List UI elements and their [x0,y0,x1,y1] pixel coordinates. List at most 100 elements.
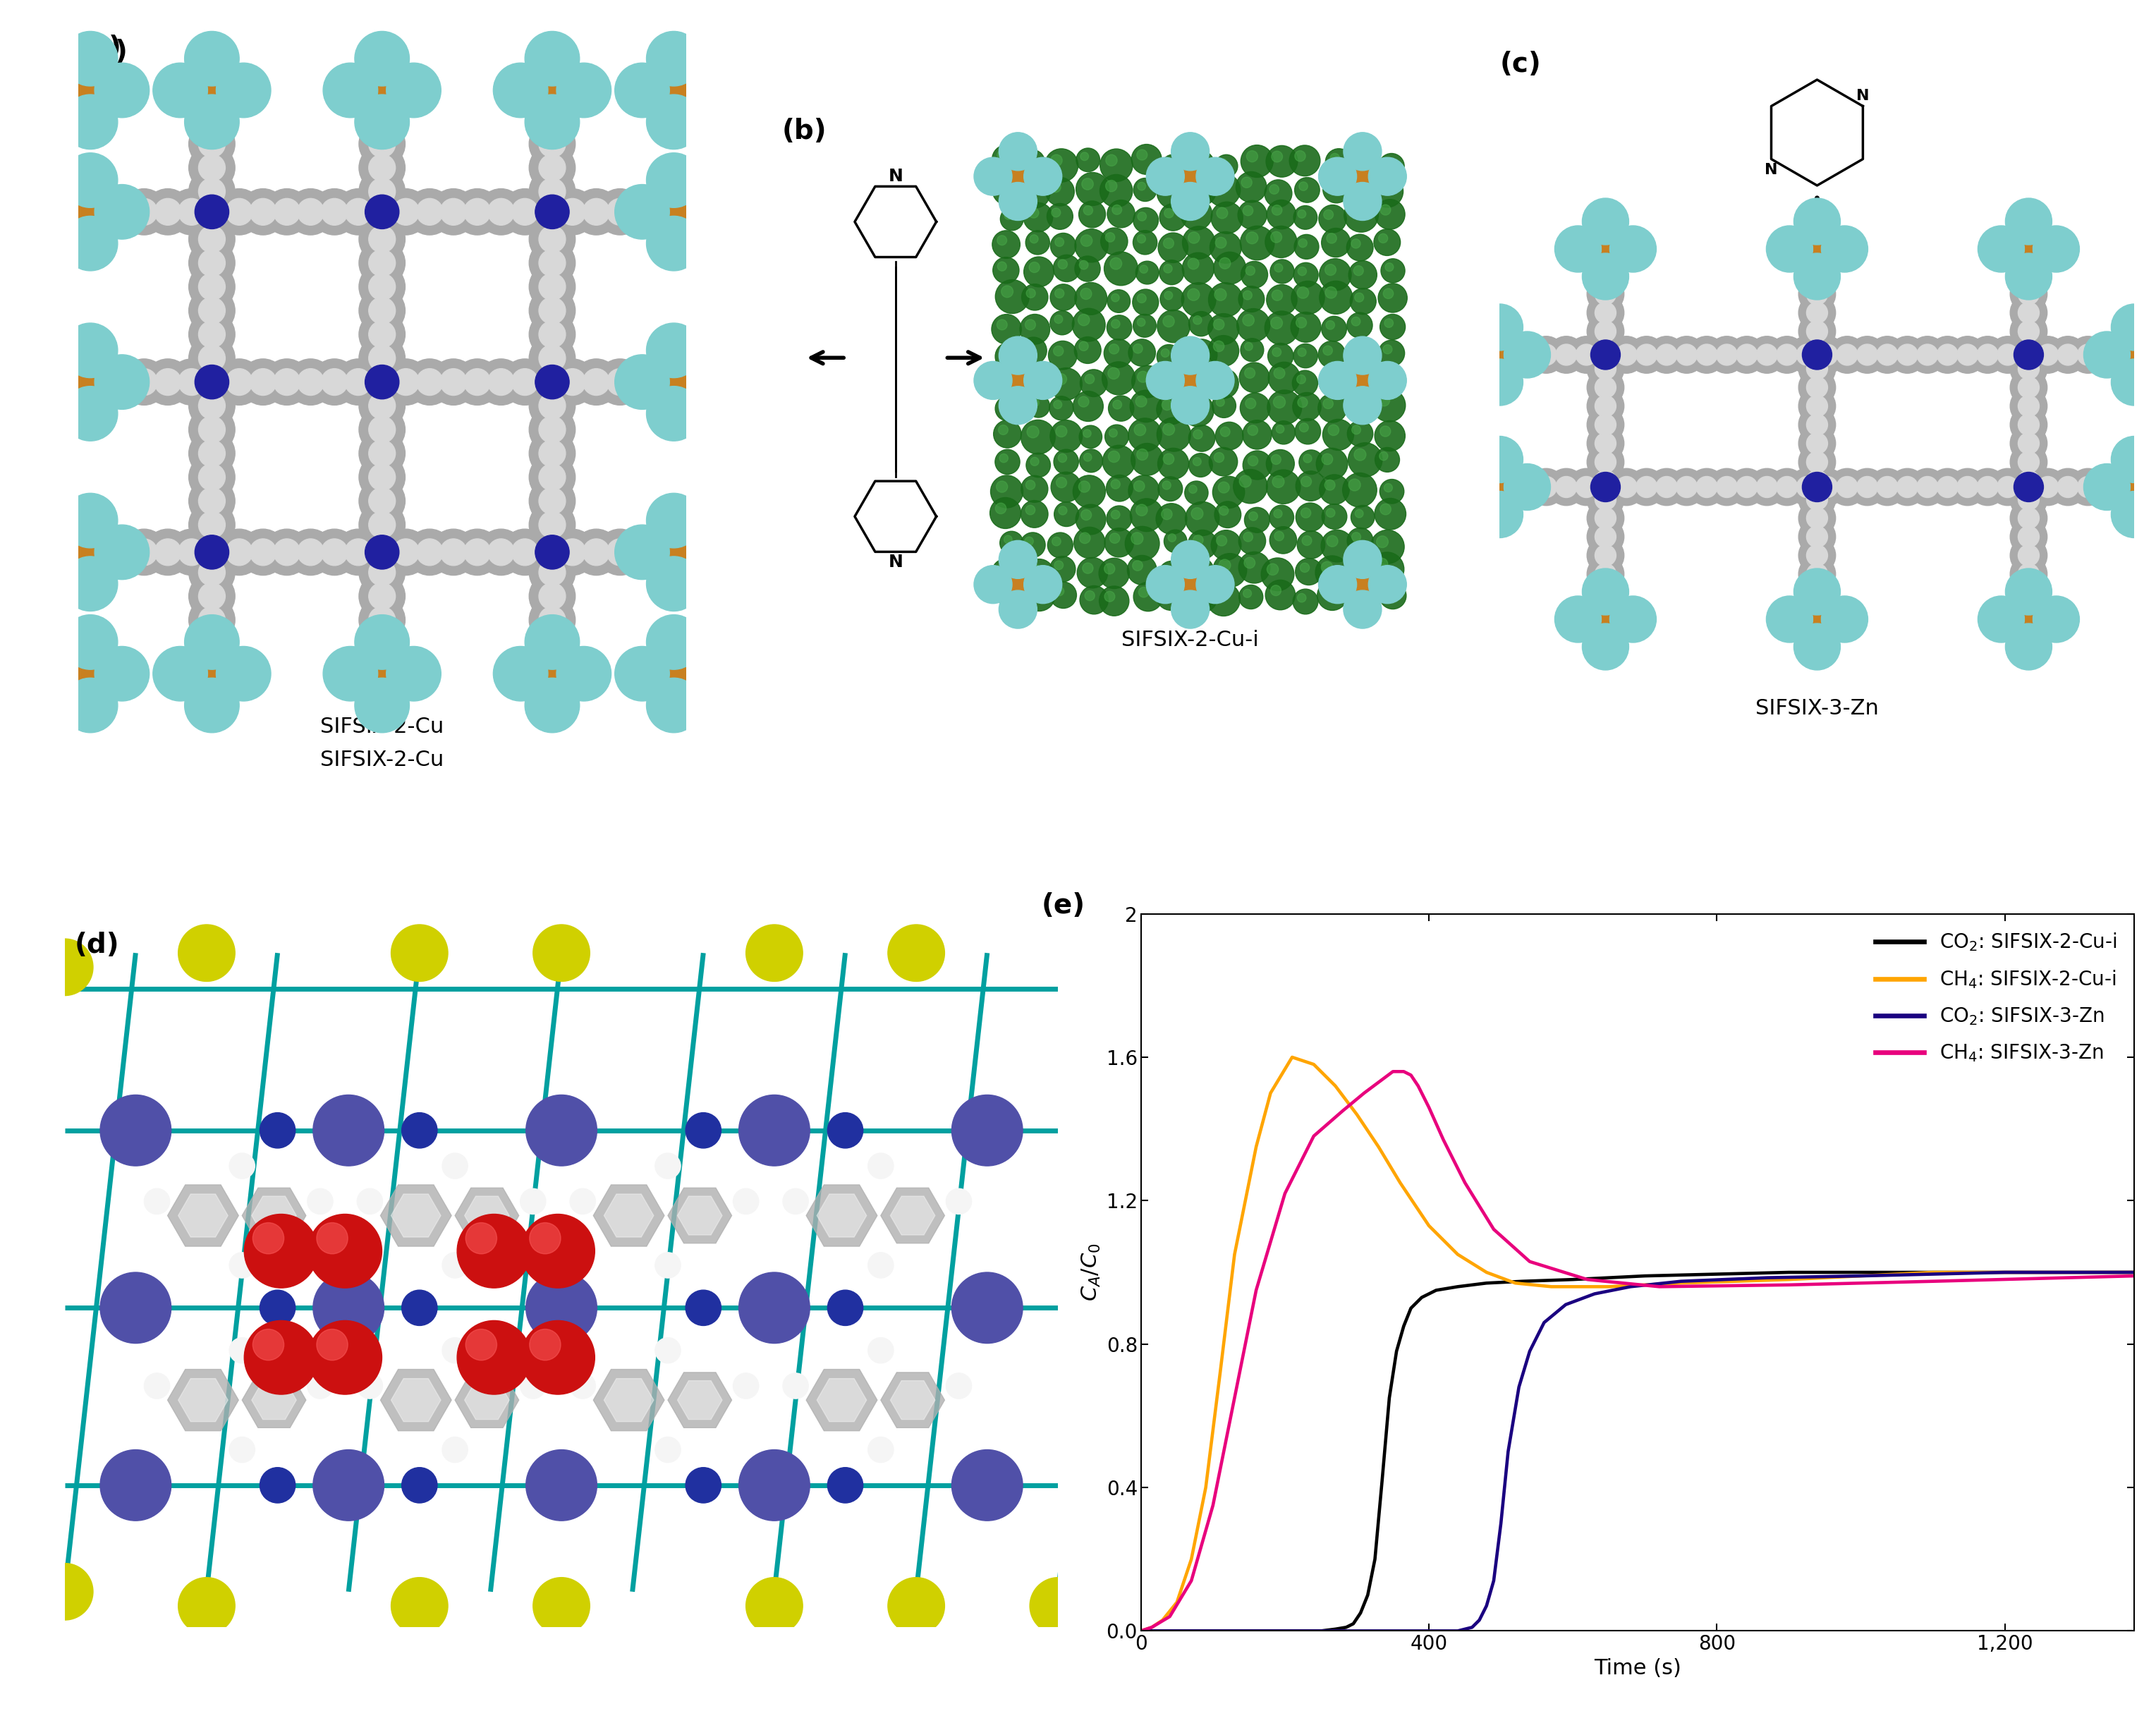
Circle shape [869,1338,893,1364]
Circle shape [970,1291,1005,1326]
Circle shape [198,179,224,205]
Circle shape [1048,533,1074,559]
Circle shape [526,359,571,404]
Circle shape [2018,451,2040,472]
CO$_2$: SIFSIX-3-Zn: (590, 0.91): SIFSIX-3-Zn: (590, 0.91) [1552,1294,1578,1315]
Circle shape [992,314,1022,344]
Circle shape [464,540,492,566]
Circle shape [401,1468,438,1503]
Circle shape [556,647,610,701]
Circle shape [464,368,492,396]
Circle shape [1181,283,1216,318]
Circle shape [2009,444,2048,481]
Circle shape [539,607,565,633]
Circle shape [558,540,586,566]
Circle shape [1587,536,1623,574]
Circle shape [1108,344,1119,354]
Circle shape [990,498,1022,529]
Circle shape [614,354,671,409]
Circle shape [1216,208,1227,219]
Circle shape [185,614,239,670]
Circle shape [308,1188,332,1214]
Circle shape [487,368,515,396]
Circle shape [655,1437,681,1463]
Circle shape [1369,552,1404,586]
Circle shape [1369,361,1406,399]
Circle shape [2098,477,2119,498]
Circle shape [71,194,108,231]
Circle shape [1132,144,1162,175]
Circle shape [1809,468,1846,505]
Circle shape [1276,425,1285,434]
Circle shape [1160,371,1188,397]
Circle shape [539,368,565,396]
Circle shape [630,198,658,226]
Circle shape [1022,368,1054,399]
CO$_2$: SIFSIX-3-Zn: (490, 0.14): SIFSIX-3-Zn: (490, 0.14) [1481,1570,1507,1591]
Circle shape [1294,206,1317,229]
Circle shape [369,368,395,396]
Circle shape [1000,347,1011,357]
Circle shape [1054,288,1065,298]
Text: N: N [1856,88,1869,102]
Circle shape [1477,435,1522,482]
Circle shape [2018,489,2040,510]
Circle shape [1328,425,1339,435]
Circle shape [84,540,110,566]
Circle shape [1024,536,1033,545]
Circle shape [1807,340,1828,361]
CO$_2$: SIFSIX-3-Zn: (680, 0.96): SIFSIX-3-Zn: (680, 0.96) [1617,1277,1643,1298]
Circle shape [1186,363,1216,394]
CH$_4$: SIFSIX-3-Zn: (280, 1.45): SIFSIX-3-Zn: (280, 1.45) [1330,1100,1356,1121]
Circle shape [1595,265,1617,286]
Circle shape [1917,344,1938,366]
Circle shape [573,529,619,576]
Circle shape [1164,238,1173,248]
Circle shape [1072,309,1106,342]
Circle shape [1378,394,1391,406]
Circle shape [1380,479,1404,503]
Circle shape [1848,337,1886,373]
Circle shape [2089,337,2126,373]
Circle shape [1736,344,1757,366]
CO$_2$: SIFSIX-2-Cu-i: (700, 0.99): SIFSIX-2-Cu-i: (700, 0.99) [1632,1265,1658,1286]
CO$_2$: SIFSIX-3-Zn: (460, 0.01): SIFSIX-3-Zn: (460, 0.01) [1460,1617,1485,1638]
Circle shape [308,1214,382,1287]
Circle shape [1768,337,1805,373]
Circle shape [2009,462,2048,500]
Circle shape [1192,458,1201,465]
CO$_2$: SIFSIX-3-Zn: (450, 0.005): SIFSIX-3-Zn: (450, 0.005) [1451,1619,1477,1640]
Circle shape [487,198,515,226]
Circle shape [1716,344,1738,366]
Circle shape [539,274,565,300]
Circle shape [550,359,595,404]
Circle shape [168,359,216,404]
Circle shape [1020,314,1050,344]
Circle shape [1238,309,1270,342]
Circle shape [1188,425,1216,451]
Circle shape [1505,463,1550,510]
Circle shape [526,1272,597,1343]
Circle shape [1104,592,1115,602]
Circle shape [1240,475,1250,488]
Circle shape [1595,508,1617,529]
Circle shape [1218,507,1229,515]
Circle shape [2111,359,2156,406]
Circle shape [1028,208,1039,219]
Circle shape [1171,590,1210,628]
Circle shape [1210,283,1242,318]
CO$_2$: SIFSIX-2-Cu-i: (1.1e+03, 1): SIFSIX-2-Cu-i: (1.1e+03, 1) [1921,1261,1947,1282]
Circle shape [287,529,334,576]
Circle shape [1188,156,1199,167]
Circle shape [1516,344,1537,366]
Circle shape [1132,560,1143,571]
Circle shape [108,540,134,566]
Circle shape [317,1329,347,1360]
Circle shape [2037,477,2059,498]
Circle shape [621,529,666,576]
Circle shape [2083,463,2130,510]
Circle shape [1212,588,1225,600]
Circle shape [369,274,395,300]
CH$_4$: SIFSIX-2-Cu-i: (160, 1.35): SIFSIX-2-Cu-i: (160, 1.35) [1244,1136,1270,1157]
Circle shape [274,540,300,566]
